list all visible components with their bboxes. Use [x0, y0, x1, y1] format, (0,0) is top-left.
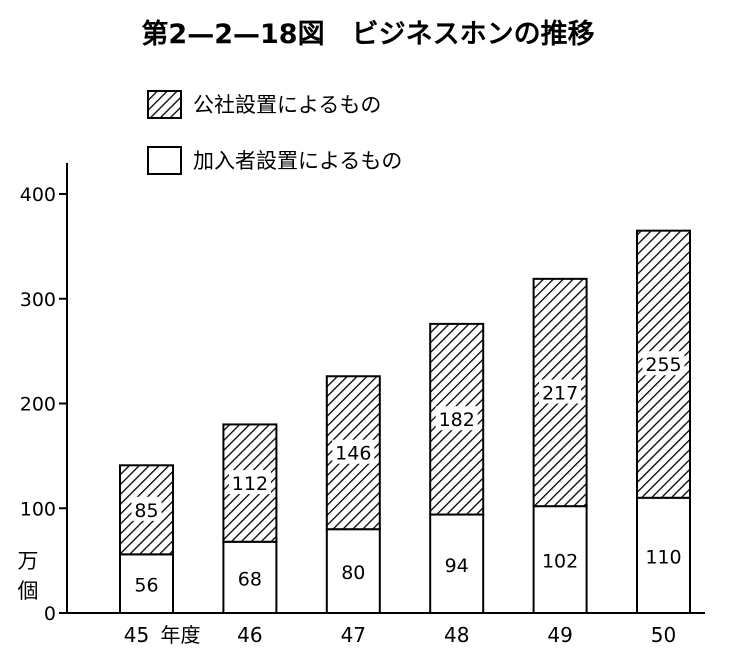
- legend-label-plain: 加入者設置によるもの: [193, 149, 402, 173]
- value-label-background: [539, 379, 582, 404]
- value-label-subscriber: 102: [542, 551, 578, 573]
- value-label-background: [131, 496, 162, 521]
- y-tick-label: 200: [20, 394, 56, 416]
- value-label-subscriber: 80: [341, 562, 365, 584]
- value-label-company: 146: [335, 443, 371, 465]
- value-label-subscriber: 110: [645, 546, 681, 568]
- y-tick-label: 300: [20, 289, 56, 311]
- x-tick-label: 46: [237, 623, 262, 647]
- x-tick-label: 49: [547, 623, 572, 647]
- value-label-company: 255: [645, 354, 681, 376]
- value-label-subscriber: 94: [445, 555, 469, 577]
- x-tick-label: 45: [124, 623, 149, 647]
- bar-subscriber: [636, 496, 691, 614]
- value-label-background: [435, 406, 478, 431]
- value-label-background: [228, 470, 271, 495]
- x-tick-label: 48: [444, 623, 469, 647]
- y-tick-label: 0: [44, 603, 56, 625]
- y-axis-label-bottom: 個: [18, 579, 39, 603]
- x-ticks: 45 年度 46 47 48 49 50: [124, 623, 676, 647]
- legend-label-hatched: 公社設置によるもの: [193, 93, 381, 117]
- y-tick-label: 400: [20, 184, 56, 206]
- x-unit-suffix: 年度: [161, 623, 201, 647]
- value-label-subscriber: 56: [134, 575, 158, 597]
- y-axis-label-top: 万: [18, 549, 39, 573]
- y-tick-label: 100: [20, 498, 56, 520]
- legend-swatch-plain: [147, 146, 182, 175]
- x-tick-label: 50: [651, 623, 676, 647]
- bar-subscriber: [222, 540, 278, 615]
- bar-subscriber: [532, 505, 588, 614]
- value-label-subscriber: 68: [238, 568, 262, 590]
- value-label-company: 217: [542, 383, 578, 405]
- value-label-background: [332, 439, 375, 464]
- chart-title: 第2—2—18図 ビジネスホンの推移: [141, 18, 594, 50]
- x-tick-label: 47: [341, 623, 366, 647]
- bar-subscriber: [119, 553, 174, 615]
- value-label-company: 112: [232, 473, 268, 495]
- value-label-company: 182: [439, 409, 475, 431]
- value-label-background: [642, 351, 685, 376]
- value-label-company: 85: [134, 500, 158, 522]
- legend-swatch-hatched: [147, 90, 182, 119]
- y-ticks: 0 100 200 300 400: [20, 184, 67, 625]
- bar-subscriber: [325, 528, 381, 615]
- bar-subscriber: [429, 513, 485, 614]
- bars: 56 85 68 112 80 146 94 182 102 217 110 255: [119, 229, 691, 615]
